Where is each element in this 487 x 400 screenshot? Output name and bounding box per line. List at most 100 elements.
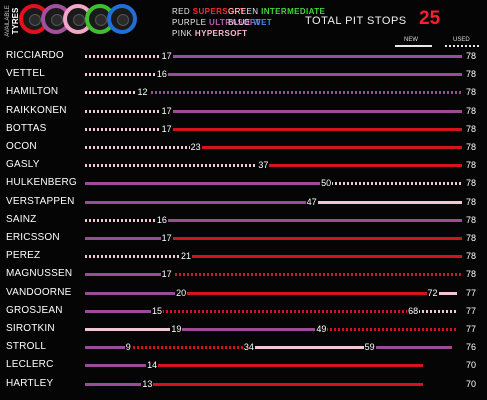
ultrasoft-stint — [167, 110, 462, 113]
driver-name: VETTEL — [6, 68, 45, 79]
hypersoft-stint — [85, 164, 264, 167]
laps-completed-label: 78 — [466, 215, 477, 225]
supersoft-stint — [263, 164, 462, 167]
ultrasoft-stint — [85, 292, 182, 295]
driver-strategy-row: 17 78 — [0, 123, 487, 135]
driver-name: GASLY — [6, 159, 40, 170]
pit-lap-label: 17 — [160, 268, 173, 280]
ultrasoft-stint — [370, 346, 453, 349]
laps-completed-label: 78 — [466, 178, 477, 188]
laps-completed-label: 70 — [466, 379, 477, 389]
laps-completed-label: 78 — [466, 269, 477, 279]
driver-name: SAINZ — [6, 214, 37, 225]
driver-name: GROSJEAN — [6, 305, 63, 316]
driver-strategy-row: 37 78 — [0, 159, 487, 171]
wet-tyre-icon — [107, 4, 137, 34]
hypersoft-stint — [249, 346, 371, 349]
ultrasoft-stint — [167, 55, 462, 58]
driver-strategy-row: 20 72 77 — [0, 287, 487, 299]
legend-wet: BLUE WET — [228, 18, 273, 27]
hypersoft-stint — [433, 292, 458, 295]
driver-strategy-row: 16 78 — [0, 214, 487, 226]
laps-completed-label: 78 — [466, 69, 477, 79]
ultrasoft-stint — [85, 364, 153, 367]
pit-lap-label: 9 — [124, 341, 132, 353]
key-used-line — [445, 45, 481, 47]
driver-name: BOTTAS — [6, 123, 47, 134]
driver-name: MAGNUSSEN — [6, 268, 73, 279]
laps-completed-label: 78 — [466, 142, 477, 152]
hypersoft-stint — [413, 310, 458, 313]
supersoft-stint — [128, 346, 250, 349]
pit-lap-label: 14 — [146, 359, 159, 371]
driver-name: LECLERC — [6, 359, 54, 370]
pit-lap-label: 17 — [160, 50, 173, 62]
hypersoft-stint — [85, 110, 168, 113]
driver-strategy-row: 17 78 — [0, 232, 487, 244]
key-used-label: USED — [453, 37, 470, 43]
driver-strategy-row: 13 70 — [0, 378, 487, 390]
pit-lap-label: 68 — [407, 305, 420, 317]
total-pit-stops-label: TOTAL PIT STOPS — [305, 15, 407, 27]
supersoft-stint — [167, 237, 462, 240]
hypersoft-stint — [85, 55, 168, 58]
laps-completed-label: 78 — [466, 160, 477, 170]
supersoft-stint — [147, 383, 424, 386]
supersoft-stint — [167, 273, 462, 276]
driver-strategy-row: 19 49 77 — [0, 323, 487, 335]
ultrasoft-stint — [85, 346, 129, 349]
header: AVAILABLE TYRES RED SUPERSOFT PURPLE ULT… — [0, 0, 487, 42]
driver-strategy-row: 9 34 59 76 — [0, 341, 487, 353]
pit-lap-label: 21 — [180, 250, 193, 262]
pit-lap-label: 23 — [189, 141, 202, 153]
driver-name: HARTLEY — [6, 378, 54, 389]
ultrasoft-stint — [85, 237, 168, 240]
legend-ultrasoft: PURPLE ULTRASOFT — [172, 18, 261, 27]
ultrasoft-stint — [85, 310, 158, 313]
pit-lap-label: 15 — [151, 305, 164, 317]
laps-completed-label: 70 — [466, 360, 477, 370]
ultrasoft-stint — [162, 219, 462, 222]
driver-strategy-row: 21 78 — [0, 250, 487, 262]
pit-lap-label: 47 — [305, 196, 318, 208]
ultrasoft-stint — [162, 73, 462, 76]
driver-strategy-row: 17 78 — [0, 50, 487, 62]
driver-name: STROLL — [6, 341, 47, 352]
hypersoft-stint — [312, 201, 462, 204]
laps-completed-label: 78 — [466, 106, 477, 116]
pit-lap-label: 17 — [160, 232, 173, 244]
pit-lap-label: 72 — [426, 287, 439, 299]
legend-supersoft: RED SUPERSOFT — [172, 7, 246, 16]
hypersoft-stint — [85, 219, 163, 222]
laps-completed-label: 76 — [466, 342, 477, 352]
supersoft-stint — [321, 328, 458, 331]
laps-completed-label: 77 — [466, 288, 477, 298]
ultrasoft-stint — [85, 182, 327, 185]
laps-completed-label: 78 — [466, 233, 477, 243]
hypersoft-stint — [85, 128, 168, 131]
tyre-icons — [19, 0, 155, 42]
driver-strategy-row: 14 70 — [0, 359, 487, 371]
driver-strategy-row: 16 78 — [0, 68, 487, 80]
laps-completed-label: 78 — [466, 197, 477, 207]
key-new-line — [395, 45, 432, 47]
driver-strategy-row: 12 78 — [0, 86, 487, 98]
laps-completed-label: 78 — [466, 124, 477, 134]
hypersoft-stint — [85, 91, 143, 94]
pit-lap-label: 17 — [160, 123, 173, 135]
pit-lap-label: 37 — [257, 159, 270, 171]
driver-strategy-row: 23 78 — [0, 141, 487, 153]
pit-lap-label: 16 — [155, 68, 168, 80]
ultrasoft-stint — [85, 383, 148, 386]
pit-lap-label: 50 — [320, 177, 333, 189]
pit-lap-label: 17 — [160, 105, 173, 117]
supersoft-stint — [157, 310, 414, 313]
pit-lap-label: 16 — [155, 214, 168, 226]
legend-hypersoft: PINK HYPERSOFT — [172, 29, 248, 38]
laps-completed-label: 78 — [466, 87, 477, 97]
supersoft-stint — [181, 292, 433, 295]
driver-name: VERSTAPPEN — [6, 196, 75, 207]
legend-intermediate: GREEN INTERMEDIATE — [228, 7, 326, 16]
driver-name: PEREZ — [6, 250, 41, 261]
